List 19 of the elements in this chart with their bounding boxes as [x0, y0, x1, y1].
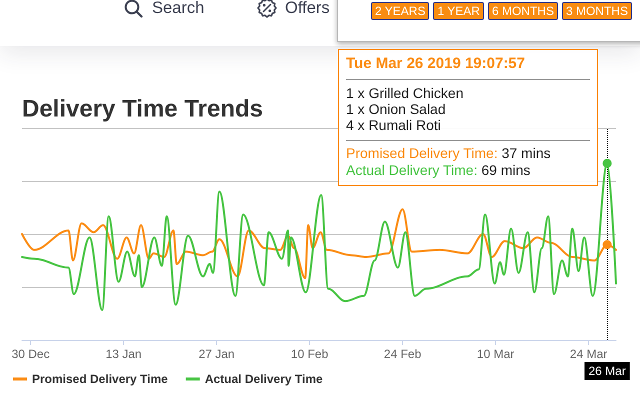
chart-title: Delivery Time Trends	[22, 96, 264, 122]
x-tick-label: 27 Jan	[198, 347, 235, 361]
x-tick-label: 10 Feb	[290, 347, 329, 361]
ref-line-label: 26 Mar	[588, 364, 626, 378]
text: Search	[152, 0, 204, 19]
x-tick-label: 10 Mar	[476, 347, 514, 361]
x-tick-label: 30 Dec	[12, 347, 50, 361]
x-tick-label: 24 Feb	[384, 347, 422, 361]
text: Offers	[285, 0, 330, 19]
text: 2 YEARS	[371, 2, 430, 20]
legend-label: Actual Delivery Time	[204, 372, 323, 386]
x-tick-label: 24 Mar	[570, 347, 608, 361]
tooltip-box: Tue Mar 26 2019 19:07:57 1 x Grilled Chicken 1 x Onion Salad 4 x Rumali Roti Promised Delivery Time: 37 mins Actual Delivery Time: 69 mins	[338, 49, 598, 186]
annotation: Actual Delivery Time: 69 mins	[346, 162, 532, 179]
text: 3 MONTHS	[562, 2, 632, 20]
x-tick-label: 13 Jan	[106, 347, 142, 361]
text: 6 MONTHS	[488, 2, 558, 20]
text: 1 YEAR	[433, 2, 484, 20]
legend-label: Promised Delivery Time	[32, 372, 168, 386]
